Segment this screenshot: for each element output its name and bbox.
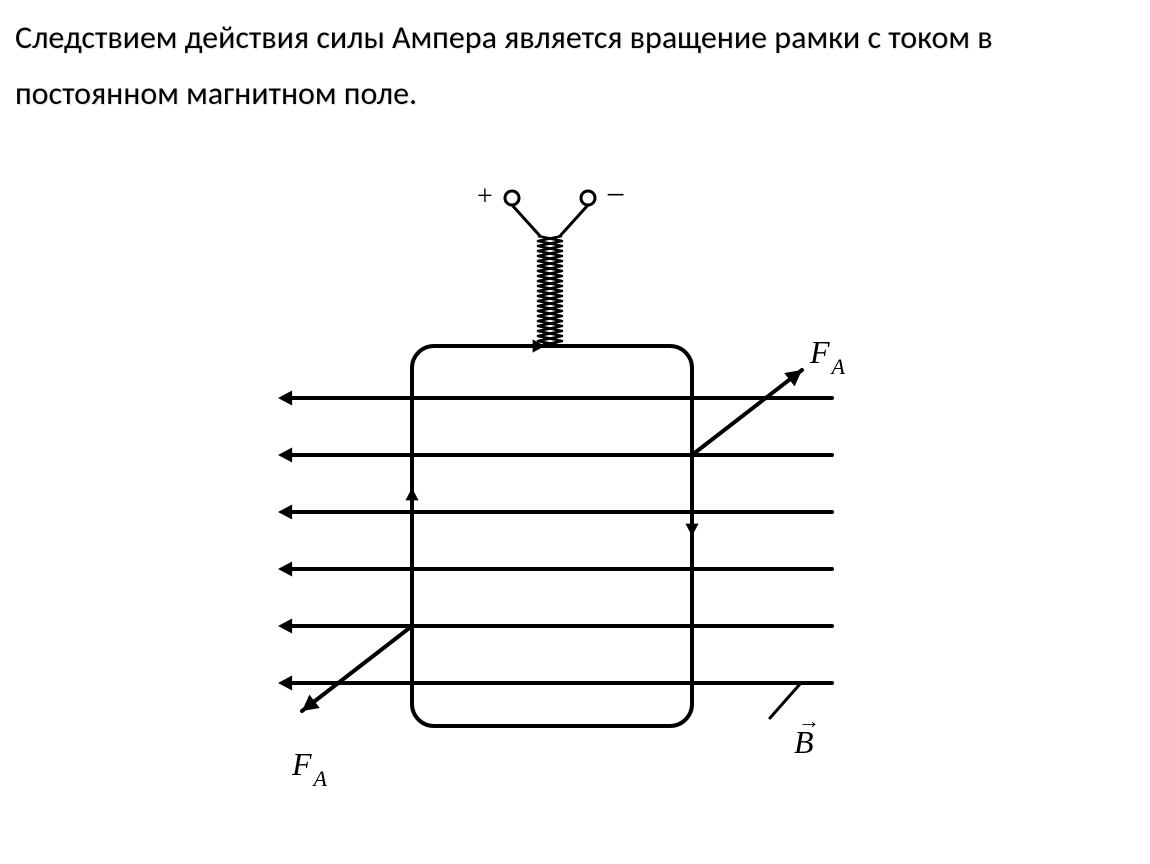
minus-terminal-label: −	[606, 177, 625, 215]
diagram-svg	[262, 180, 888, 812]
force-label-bottom-left: FA	[292, 746, 327, 788]
ampere-diagram: FA FA → B + −	[262, 180, 888, 812]
plus-terminal-label: +	[477, 181, 493, 213]
b-vector-label: → B	[794, 724, 814, 761]
force-label-top-right: FA	[810, 334, 845, 376]
page-title: Следствием действия силы Ампера является…	[15, 10, 1135, 122]
